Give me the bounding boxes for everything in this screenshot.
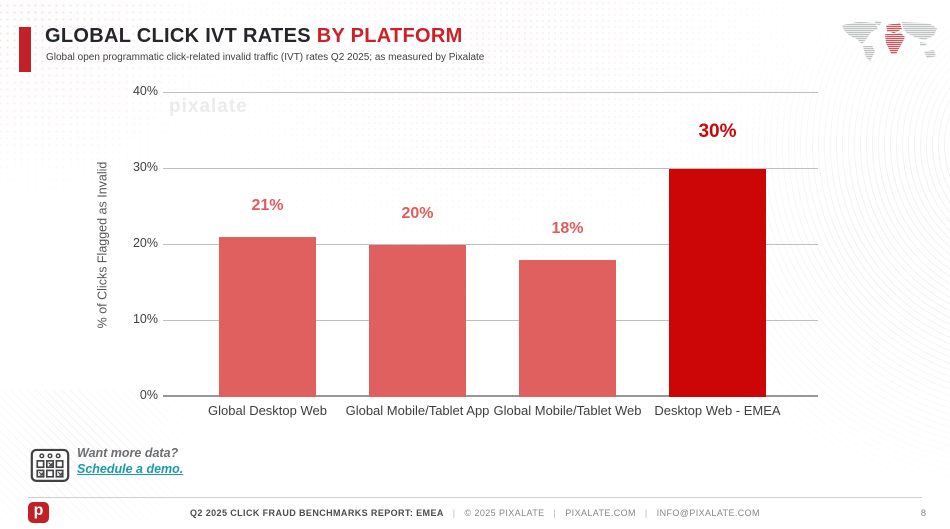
- gridline-20%: [163, 244, 818, 245]
- pixalate-watermark: pixalate: [169, 96, 248, 117]
- footer-separator: |: [553, 508, 557, 518]
- page-subtitle: Global open programmatic click-related i…: [46, 52, 485, 63]
- bar-desktop-web-emea: [669, 169, 766, 397]
- y-tick-label: 30%: [132, 160, 158, 174]
- cta-block: Want more data? Schedule a demo.: [77, 446, 183, 476]
- page-number: 8: [920, 508, 926, 519]
- schedule-calendar-icon: [30, 448, 70, 482]
- footer-separator: |: [644, 508, 648, 518]
- page-title: GLOBAL CLICK IVT RATES BY PLATFORM: [45, 25, 463, 48]
- gridline-10%: [163, 320, 818, 321]
- world-map-emea-icon: [842, 20, 937, 62]
- footer-item: PIXALATE.COM: [565, 508, 636, 518]
- footer-item: © 2025 PIXALATE: [464, 508, 545, 518]
- pixalate-logo: p: [28, 502, 49, 523]
- x-axis-label: Global Desktop Web: [208, 403, 327, 418]
- title-accent-bar: [19, 27, 31, 72]
- x-axis-label: Global Mobile/Tablet Web: [493, 403, 642, 418]
- bar-global-mobile-tablet-app: [369, 245, 466, 397]
- y-tick-label: 20%: [132, 236, 158, 250]
- x-axis-label: Desktop Web - EMEA: [654, 403, 781, 418]
- schedule-demo-link[interactable]: Schedule a demo.: [77, 462, 184, 476]
- footer-separator: |: [452, 508, 456, 518]
- footer-divider: [28, 497, 922, 498]
- gridline-40%: [163, 92, 818, 93]
- data-label: 18%: [551, 220, 584, 238]
- page-title-main: GLOBAL CLICK IVT RATES: [45, 25, 311, 47]
- data-label: 21%: [251, 197, 284, 215]
- y-tick-label: 10%: [132, 312, 158, 326]
- footer-report-title: Q2 2025 CLICK FRAUD BENCHMARKS REPORT: E…: [190, 508, 444, 518]
- data-label: 20%: [401, 205, 434, 222]
- footer-text: Q2 2025 CLICK FRAUD BENCHMARKS REPORT: E…: [0, 508, 950, 518]
- page-title-accent: BY PLATFORM: [310, 25, 463, 47]
- x-axis-label: Global Mobile/Tablet App: [345, 403, 490, 418]
- y-tick-label: 0%: [139, 388, 158, 402]
- gridline-0%: [163, 395, 818, 397]
- bar-global-desktop-web: [219, 237, 316, 397]
- footer-item: INFO@PIXALATE.COM: [656, 508, 760, 518]
- bar-global-mobile-tablet-web: [519, 260, 616, 397]
- y-axis-title: % of Clicks Flagged as Invalid: [95, 161, 109, 329]
- cta-question: Want more data?: [77, 446, 179, 460]
- data-label: 30%: [698, 121, 737, 142]
- y-tick-label: 40%: [132, 84, 158, 98]
- gridline-30%: [163, 168, 818, 169]
- plot-area: pixalate 0% 10% 20% 30% 40% 21% Global Desktop…: [133, 84, 818, 418]
